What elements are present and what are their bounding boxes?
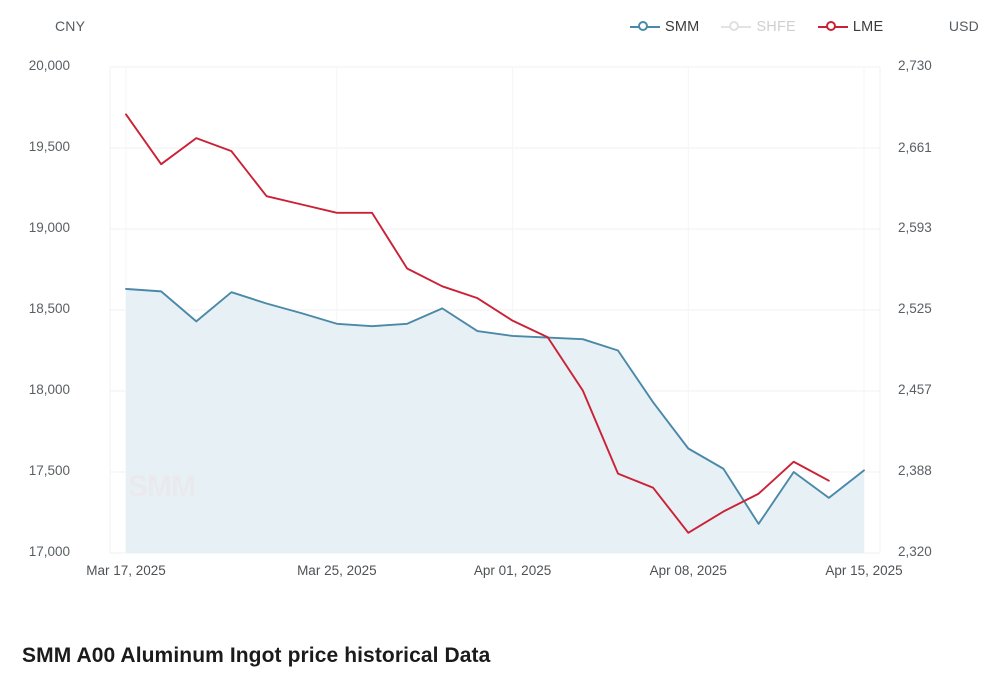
- y-axis-tick-left: 20,000: [28, 58, 70, 73]
- y-axis-tick-left: 18,000: [28, 382, 70, 397]
- y-axis-tick-right: 2,593: [898, 220, 932, 236]
- y-axis-tick-right: 2,525: [898, 301, 932, 316]
- x-axis-tick: Apr 01, 2025: [473, 563, 552, 578]
- y-axis-tick-right: 2,388: [898, 463, 932, 479]
- y-axis-tick-left: 17,500: [28, 463, 70, 478]
- legend-label-smm: SMM: [665, 19, 700, 35]
- x-axis-tick: Apr 08, 2025: [649, 563, 727, 578]
- y-axis-tick-left: 18,500: [28, 301, 70, 316]
- left-axis-unit-label: CNY: [55, 18, 86, 34]
- legend-label-lme: LME: [852, 19, 884, 35]
- legend-marker-icon-shfe: [721, 20, 752, 34]
- x-axis-tick: Mar 25, 2025: [297, 563, 377, 578]
- y-axis-tick-right: 2,320: [898, 544, 932, 559]
- legend-label-shfe: SHFE: [756, 19, 796, 35]
- y-axis-tick-left: 17,000: [28, 544, 70, 559]
- legend-marker-icon-lme: [817, 20, 848, 34]
- y-axis-tick-right: 2,730: [898, 58, 932, 73]
- price-chart-card: CNY USD SMM SHFE LME 20,000 19,500 19,000 1…: [0, 0, 997, 600]
- legend-item-lme[interactable]: LME: [817, 19, 884, 35]
- chart-plot-area[interactable]: 20,000 19,500 19,000 18,500 18,000 17,500 17,0…: [0, 0, 997, 600]
- x-axis-tick: Apr 15, 2025: [825, 563, 903, 578]
- chart-canvas: [109, 66, 881, 554]
- y-axis-tick-right: 2,457: [898, 381, 932, 397]
- right-axis-unit-label: USD: [948, 18, 979, 34]
- x-axis-tick: Mar 17, 2025: [86, 563, 166, 578]
- legend-marker-icon-smm: [630, 20, 660, 34]
- page-title: SMM A00 Aluminum Ingot price historical …: [22, 644, 491, 667]
- legend-item-smm[interactable]: SMM: [630, 19, 699, 35]
- chart-legend: SMM SHFE LME: [630, 17, 883, 37]
- legend-item-shfe[interactable]: SHFE: [721, 19, 796, 35]
- y-axis-tick-right: 2,661: [898, 139, 932, 155]
- y-axis-tick-left: 19,000: [28, 220, 70, 235]
- y-axis-tick-left: 19,500: [28, 139, 70, 154]
